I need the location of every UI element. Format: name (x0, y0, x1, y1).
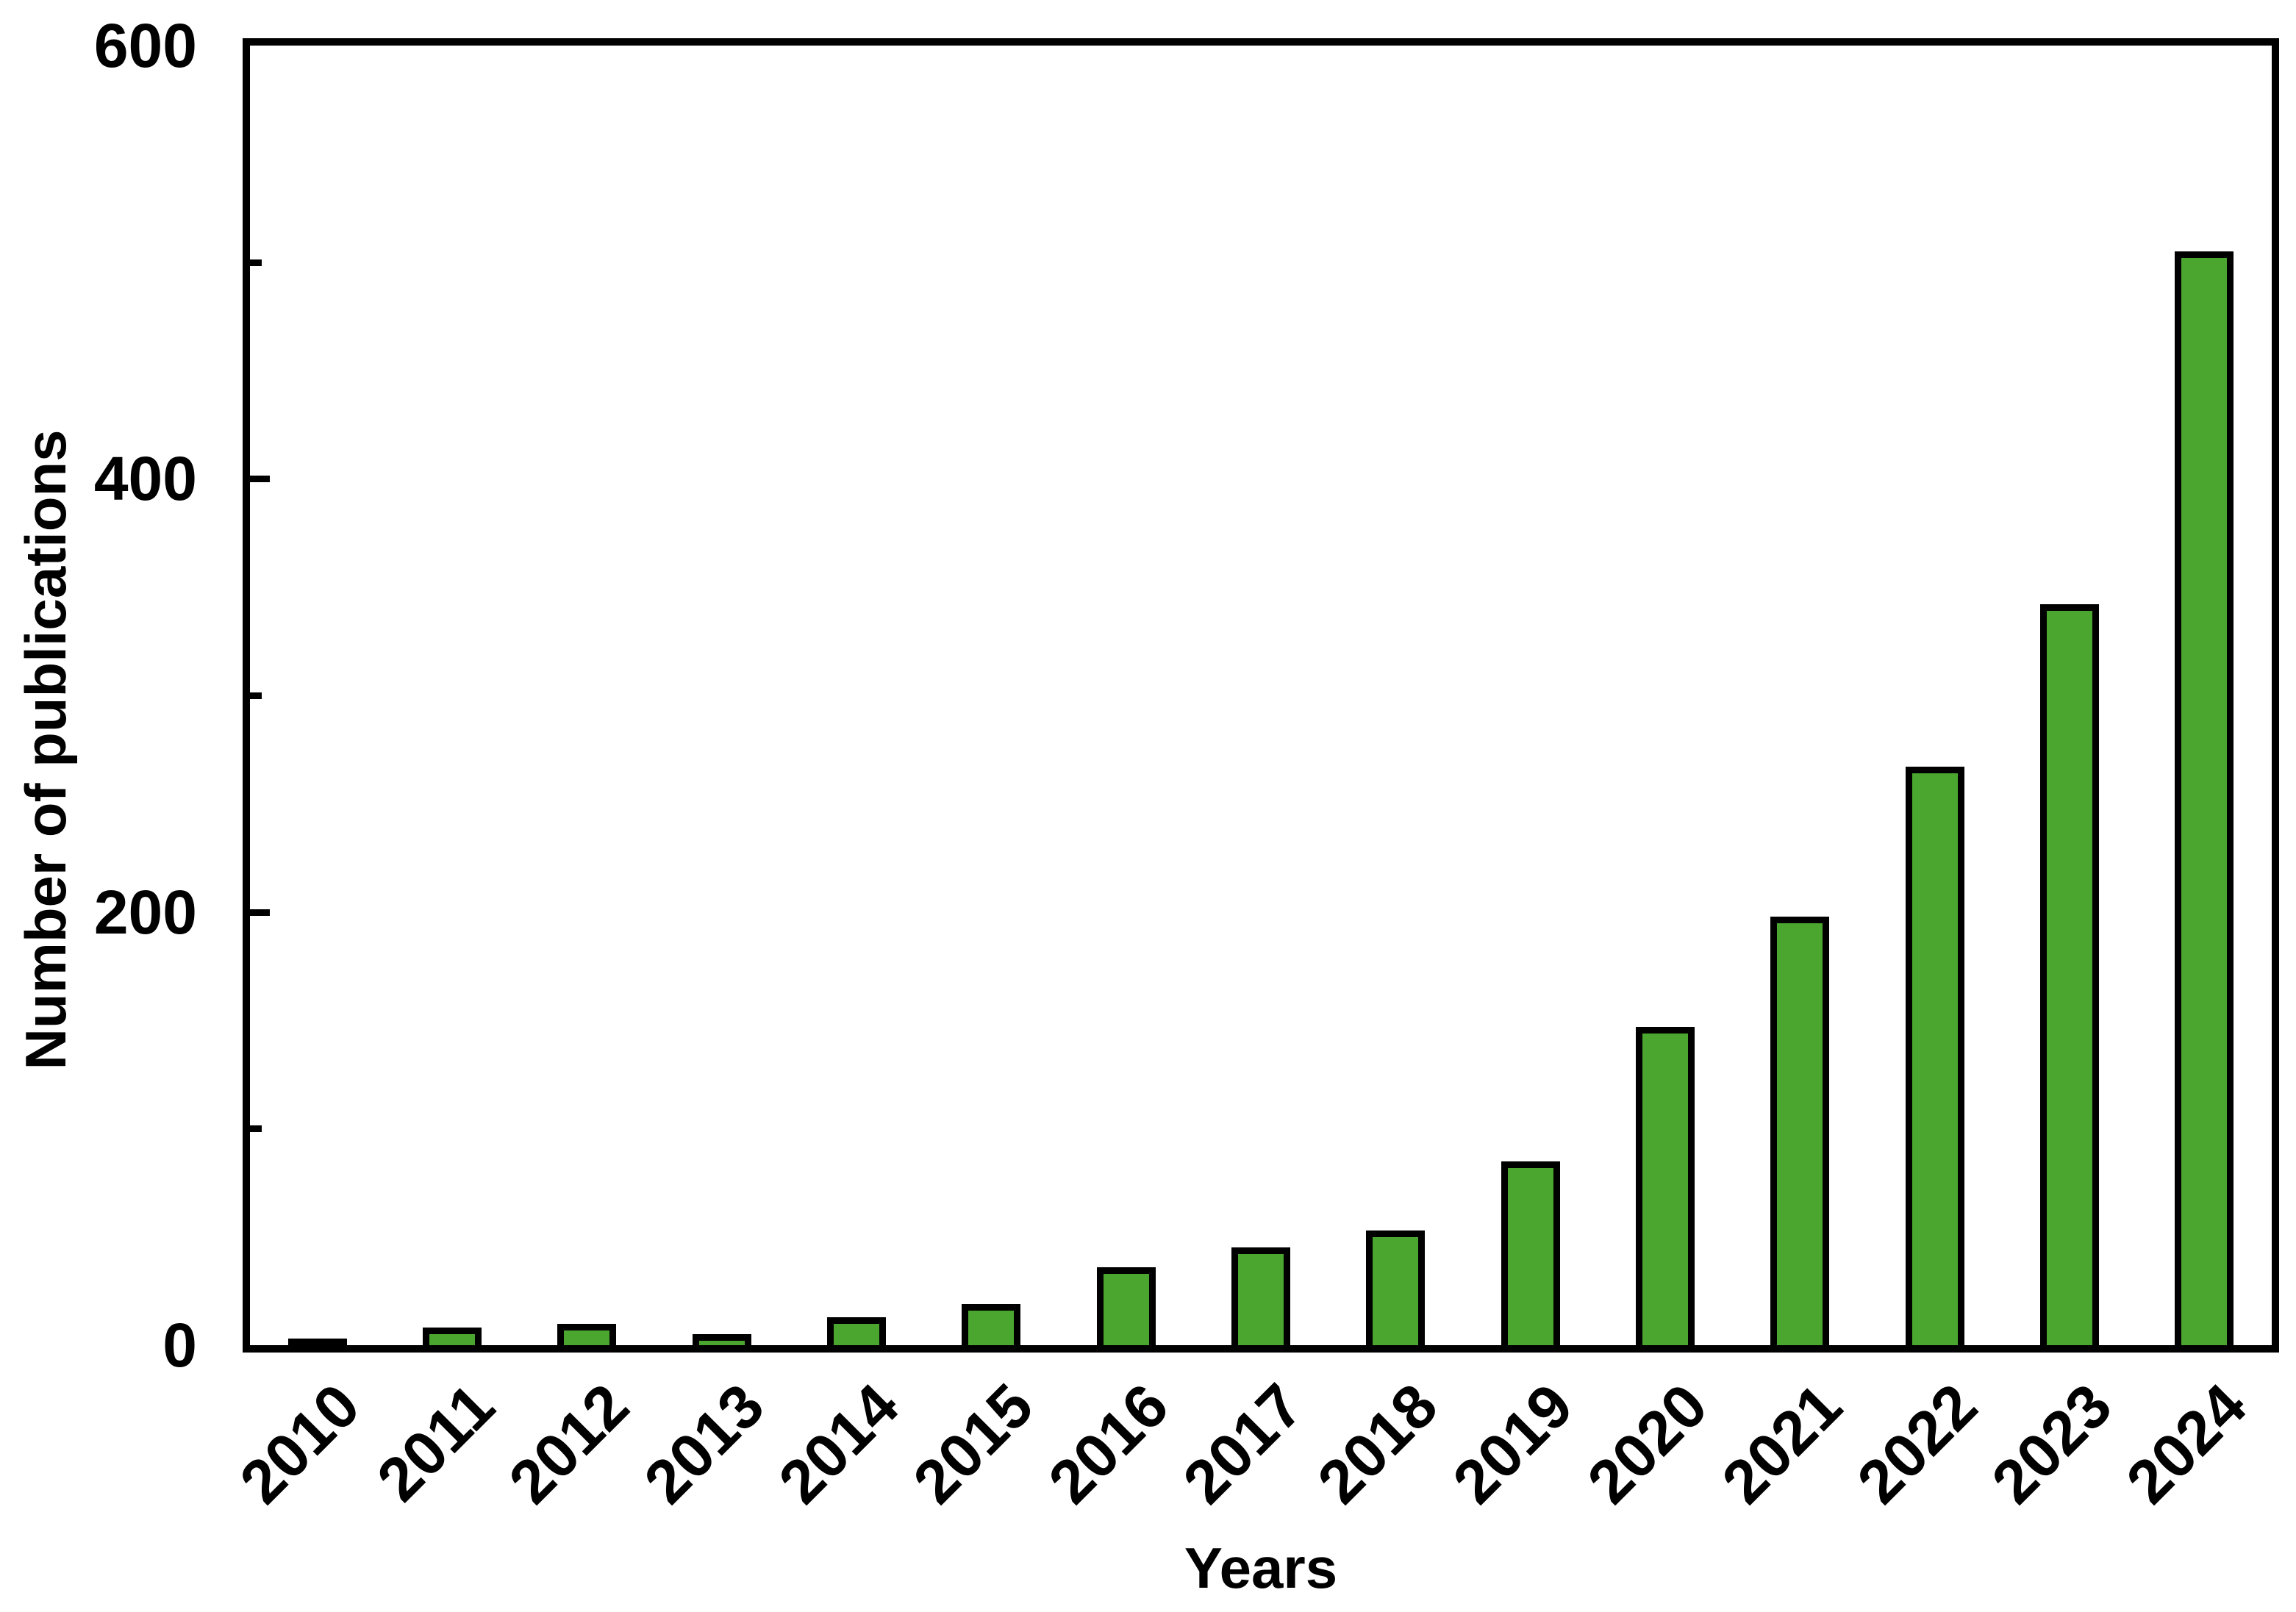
x-tick-label-2024: 2024 (2113, 1370, 2259, 1517)
y-tick-label-600: 600 (93, 11, 197, 80)
x-tick-label-2021: 2021 (1709, 1370, 1855, 1517)
bar-2018 (1366, 1231, 1425, 1345)
y-axis-minor-tick-500 (250, 259, 262, 266)
bar-2017 (1231, 1247, 1290, 1345)
bar-2020 (1636, 1027, 1695, 1345)
y-axis-minor-tick-300 (250, 692, 262, 699)
y-tick-label-400: 400 (93, 444, 197, 513)
y-axis-major-tick-400 (250, 476, 270, 482)
bar-2010 (288, 1339, 347, 1345)
bar-2015 (962, 1304, 1020, 1345)
bar-2011 (423, 1328, 482, 1345)
y-axis-major-tick-200 (250, 909, 270, 916)
x-tick-label-2022: 2022 (1844, 1370, 1990, 1517)
y-tick-label-0: 0 (162, 1311, 197, 1380)
x-tick-label-2012: 2012 (496, 1370, 642, 1517)
bar-2024 (2175, 251, 2234, 1345)
y-axis-title-text: Number of publications (13, 429, 78, 1070)
bar-2014 (827, 1317, 886, 1345)
bar-2012 (557, 1324, 616, 1345)
x-axis-title: Years (1184, 1536, 1338, 1600)
x-tick-label-2013: 2013 (631, 1370, 777, 1517)
y-tick-label-200: 200 (93, 878, 197, 947)
bar-2016 (1097, 1267, 1156, 1345)
plot-area (243, 38, 2279, 1353)
bar-2013 (693, 1334, 751, 1345)
x-tick-label-2023: 2023 (1978, 1370, 2125, 1517)
x-tick-label-2018: 2018 (1304, 1370, 1451, 1517)
bar-2023 (2040, 604, 2099, 1345)
x-tick-label-2015: 2015 (900, 1370, 1046, 1517)
x-tick-label-2020: 2020 (1574, 1370, 1720, 1517)
plot-inner-area (250, 46, 2272, 1345)
bar-2021 (1770, 917, 1829, 1345)
x-tick-label-2014: 2014 (765, 1370, 912, 1517)
x-tick-label-2011: 2011 (363, 1370, 507, 1514)
x-tick-label-2017: 2017 (1170, 1370, 1316, 1517)
y-axis-minor-tick-100 (250, 1125, 262, 1132)
x-tick-label-2010: 2010 (226, 1370, 373, 1517)
bar-2022 (1906, 767, 1964, 1345)
x-tick-label-2016: 2016 (1035, 1370, 1181, 1517)
x-tick-label-2019: 2019 (1440, 1370, 1586, 1517)
bar-2019 (1501, 1161, 1560, 1345)
